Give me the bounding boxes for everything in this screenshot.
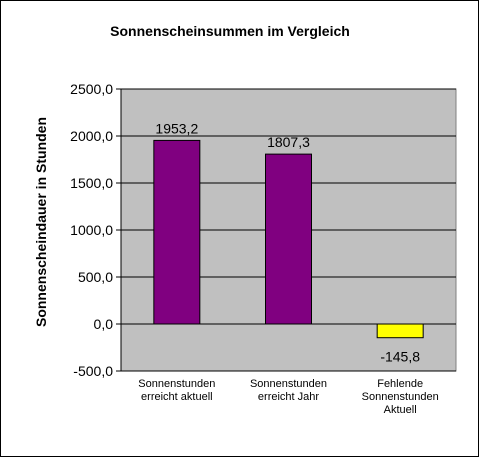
y-tick-label: 0,0 bbox=[94, 316, 114, 332]
y-tick-label: 2500,0 bbox=[70, 81, 113, 97]
bar bbox=[265, 153, 312, 325]
y-tick-label: 1500,0 bbox=[70, 175, 113, 191]
y-tick-label: 500,0 bbox=[78, 269, 113, 285]
y-tick-label: 2000,0 bbox=[70, 128, 113, 144]
data-label: 1953,2 bbox=[155, 120, 198, 136]
y-axis-ticks: 2500,0 2000,0 1500,0 1000,0 500,0 0,0 -500,0 bbox=[70, 81, 122, 379]
x-category-label: Fehlende Sonnenstunden Aktuell bbox=[362, 378, 439, 416]
data-label: -145,8 bbox=[380, 349, 420, 365]
category-labels: Sonnenstunden erreicht aktuell Sonnenstund… bbox=[138, 378, 438, 416]
chart-title: Sonnenscheinsummen im Vergleich bbox=[110, 23, 350, 39]
x-category-label: Sonnenstunden erreicht Jahr bbox=[250, 378, 327, 403]
data-labels: 1953,2 1807,3 -145,8 bbox=[155, 120, 420, 364]
bars bbox=[153, 139, 424, 339]
x-category-label: Sonnenstunden erreicht aktuell bbox=[138, 378, 215, 403]
y-axis-label: Sonnenscheindauer in Stunden bbox=[33, 117, 49, 327]
y-tick-label: -500,0 bbox=[73, 363, 113, 379]
bar bbox=[376, 323, 424, 339]
data-label: 1807,3 bbox=[267, 134, 310, 150]
bar bbox=[153, 139, 201, 325]
y-tick-label: 1000,0 bbox=[70, 222, 113, 238]
